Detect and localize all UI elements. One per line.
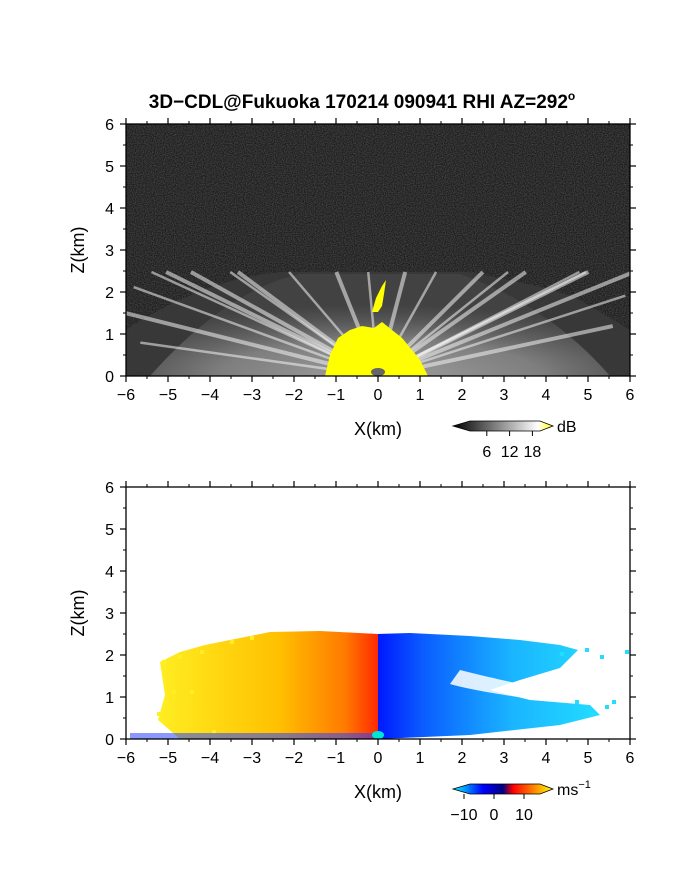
velocity-pixel	[612, 700, 616, 704]
y-axis-label: Z(km)	[68, 590, 88, 637]
colorbar-tick-label: 12	[501, 444, 519, 461]
colorbar-tick-label: 18	[524, 444, 542, 461]
colorbar-tick-labels: 6 12 18	[482, 444, 541, 461]
x-tick-label: −4	[201, 750, 219, 767]
y-tick-label: 4	[105, 564, 114, 581]
x-tick-label: 2	[458, 387, 467, 404]
radar-site-marker	[371, 368, 385, 376]
axis-ticks: −6 −5 −4 −3 −2 −1 0 1 2 3 4 5 6 0 1 2 3 4 5 6	[105, 117, 636, 404]
x-tick-label: −4	[201, 387, 219, 404]
colorbar-tick-label: 6	[482, 444, 491, 461]
y-tick-label: 3	[105, 606, 114, 623]
x-tick-label: −2	[285, 750, 303, 767]
y-tick-label: 2	[105, 285, 114, 302]
y-axis-label: Z(km)	[68, 227, 88, 274]
colorbar-tick-label: 0	[490, 807, 499, 824]
y-tick-label: 1	[105, 690, 114, 707]
x-tick-label: 1	[416, 387, 425, 404]
y-tick-label: 1	[105, 327, 114, 344]
y-tick-label: 0	[105, 369, 114, 386]
colorbar-tick-label: 10	[515, 807, 533, 824]
y-tick-label: 4	[105, 201, 114, 218]
velocity-gap	[450, 670, 540, 700]
x-tick-label: 3	[500, 387, 509, 404]
x-tick-label: 0	[374, 387, 383, 404]
saturated-echo-plume	[372, 280, 386, 312]
saturated-echo-core	[325, 322, 428, 376]
velocity-pixel	[178, 655, 182, 659]
y-tick-label: 5	[105, 159, 114, 176]
radar-site-marker	[372, 731, 384, 739]
x-tick-label: −6	[117, 750, 135, 767]
colorbar-bar	[451, 783, 555, 795]
approaching-velocity-region	[158, 631, 378, 739]
echo-ray	[377, 271, 630, 376]
velocity-pixel	[605, 705, 609, 709]
x-axis-label: X(km)	[354, 782, 402, 802]
x-tick-label: −3	[243, 387, 261, 404]
velocity-pixel	[190, 690, 194, 694]
colorbar-ticks	[463, 794, 525, 799]
x-tick-label: 6	[626, 750, 635, 767]
x-axis-label: X(km)	[354, 419, 402, 439]
x-tick-label: 3	[500, 750, 509, 767]
backscatter-colorbar: dB 6 12 18	[451, 419, 577, 461]
y-tick-label: 2	[105, 648, 114, 665]
velocity-pixel	[625, 650, 629, 654]
x-tick-label: 2	[458, 750, 467, 767]
y-tick-label: 3	[105, 243, 114, 260]
x-tick-label: 4	[542, 750, 551, 767]
colorbar-tick-label: −10	[450, 807, 477, 824]
y-tick-label: 6	[105, 117, 114, 134]
colorbar-ticks	[486, 431, 533, 436]
y-tick-label: 0	[105, 732, 114, 749]
axis-ticks: −6 −5 −4 −3 −2 −1 0 1 2 3 4 5 6 0 1 2 3 4 5 6	[105, 480, 636, 767]
x-tick-label: 1	[416, 750, 425, 767]
velocity-field	[130, 631, 629, 739]
x-tick-label: 5	[584, 750, 593, 767]
colorbar-unit: dB	[557, 419, 577, 436]
velocity-pixel	[560, 652, 564, 656]
x-tick-label: −5	[159, 750, 177, 767]
x-tick-label: −2	[285, 387, 303, 404]
velocity-speckle	[157, 636, 629, 734]
x-tick-label: 4	[542, 387, 551, 404]
x-tick-label: 6	[626, 387, 635, 404]
colorbar-bar	[451, 420, 555, 432]
velocity-pixel	[165, 700, 169, 704]
near-ground-band	[130, 733, 378, 739]
velocity-pixel	[172, 690, 176, 694]
velocity-pixel	[162, 660, 166, 664]
colorbar-tick-labels: −10 0 10	[450, 807, 533, 824]
colorbar-unit: ms−1	[557, 779, 591, 799]
velocity-pixel	[575, 700, 579, 704]
y-tick-label: 6	[105, 480, 114, 497]
velocity-pixel	[230, 640, 234, 644]
x-tick-label: −3	[243, 750, 261, 767]
y-tick-label: 5	[105, 522, 114, 539]
velocity-pixel	[200, 650, 204, 654]
velocity-colorbar: ms−1 −10 0 10	[450, 779, 590, 824]
x-tick-label: −1	[327, 387, 345, 404]
velocity-pixel	[600, 655, 604, 659]
x-tick-label: −1	[327, 750, 345, 767]
chart-title: 3D−CDL@Fukuoka 170214 090941 RHI AZ=292o	[149, 89, 576, 113]
velocity-pixel	[212, 730, 216, 734]
velocity-pixel	[157, 712, 161, 716]
velocity-pixel	[585, 648, 589, 652]
x-tick-label: −6	[117, 387, 135, 404]
backscatter-field	[126, 124, 630, 376]
velocity-pixel	[590, 712, 594, 716]
x-tick-label: −5	[159, 387, 177, 404]
x-tick-label: 5	[584, 387, 593, 404]
x-tick-label: 0	[374, 750, 383, 767]
velocity-pixel	[250, 636, 254, 640]
